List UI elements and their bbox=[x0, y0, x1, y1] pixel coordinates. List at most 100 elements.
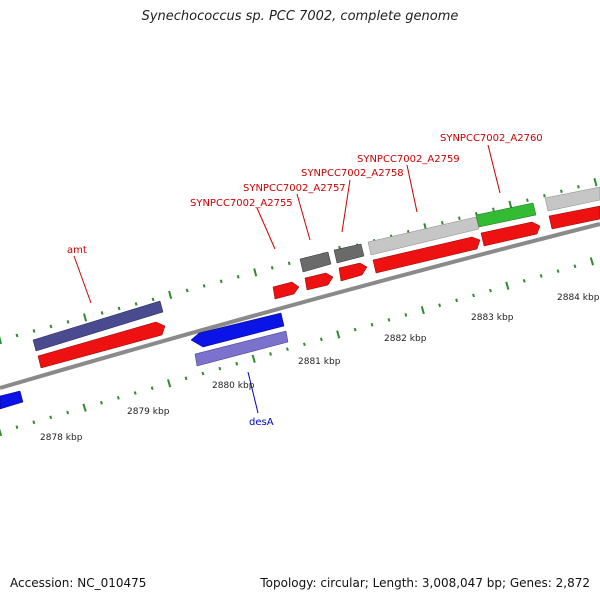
tick-inner-15 bbox=[251, 354, 256, 363]
tick-inner-20 bbox=[336, 330, 341, 339]
tick-outer-30 bbox=[508, 200, 513, 209]
gene-label-A2755[interactable]: SYNPCC7002_A2755 bbox=[190, 198, 293, 209]
tick-outer-34 bbox=[577, 184, 580, 189]
tick-inner-26 bbox=[438, 303, 442, 308]
tick-inner-25 bbox=[420, 306, 425, 315]
tick-inner-13 bbox=[218, 366, 222, 371]
tick-inner-14 bbox=[235, 361, 239, 366]
gene-SYNPCC7002_A2758[interactable] bbox=[333, 243, 365, 264]
gene-SYNPCC7002_A2755-cds[interactable] bbox=[272, 281, 300, 300]
tick-inner-21 bbox=[353, 327, 357, 332]
tick-outer-12 bbox=[202, 284, 206, 288]
tick-inner-18 bbox=[303, 342, 306, 347]
tick-inner-35 bbox=[589, 257, 594, 266]
scale-label-2879: 2879 kbp bbox=[127, 407, 170, 417]
tick-outer-10 bbox=[168, 290, 173, 300]
tick-outer-35 bbox=[593, 178, 598, 187]
tick-inner-34 bbox=[573, 264, 577, 269]
tick-inner-28 bbox=[472, 293, 475, 298]
tick-inner-22 bbox=[370, 322, 374, 327]
tick-inner-23 bbox=[387, 318, 391, 322]
tick-outer-6 bbox=[100, 311, 104, 315]
tick-inner-19 bbox=[319, 337, 323, 342]
tick-outer-3 bbox=[49, 324, 53, 329]
scale-label-2878: 2878 kbp bbox=[40, 433, 83, 443]
gene-label-A2757[interactable]: SYNPCC7002_A2757 bbox=[243, 183, 346, 194]
tick-inner-10 bbox=[167, 379, 172, 388]
tick-inner-30 bbox=[505, 281, 510, 290]
tick-inner-32 bbox=[539, 274, 543, 278]
gene-SYNPCC7002_A2760[interactable] bbox=[475, 202, 537, 228]
gene-label-amt[interactable]: amt bbox=[67, 245, 87, 256]
tick-row-inner bbox=[0, 257, 594, 437]
gene-SYNPCC7002_A2759[interactable] bbox=[367, 216, 480, 256]
gene-SYNPCC7002_A2757-cds[interactable] bbox=[304, 272, 334, 291]
scale-label-2883: 2883 kbp bbox=[471, 313, 514, 323]
tick-inner-16 bbox=[269, 352, 272, 356]
tick-inner-24 bbox=[404, 313, 408, 317]
tick-outer-27 bbox=[457, 216, 461, 221]
gene-right-edge-cds[interactable] bbox=[548, 205, 600, 230]
gene-SYNPCC7002_A2757[interactable] bbox=[299, 251, 332, 273]
gene-desA[interactable] bbox=[190, 312, 285, 348]
tick-inner-4 bbox=[66, 410, 70, 415]
accession-text: Accession: NC_010475 bbox=[10, 576, 147, 590]
tick-inner-1 bbox=[15, 425, 19, 429]
tick-inner-0 bbox=[0, 428, 3, 437]
tick-inner-3 bbox=[49, 415, 53, 420]
gene-labels: amt desA SYNPCC7002_A2755 SYNPCC7002_A27… bbox=[67, 133, 543, 428]
tick-inner-5 bbox=[82, 403, 87, 412]
genome-backbone bbox=[0, 222, 600, 390]
tick-inner-12 bbox=[201, 371, 205, 376]
scale-label-2882: 2882 kbp bbox=[384, 334, 427, 344]
tick-outer-7 bbox=[117, 306, 121, 311]
tick-outer-15 bbox=[253, 268, 258, 277]
tick-inner-29 bbox=[489, 288, 492, 293]
map-title: Synechococcus sp. PCC 7002, complete gen… bbox=[141, 9, 459, 24]
tick-outer-4 bbox=[66, 320, 70, 324]
scale-label-2884: 2884 kbp bbox=[557, 293, 600, 303]
gene-SYNPCC7002_A2758-cds[interactable] bbox=[338, 262, 368, 282]
tick-outer-2 bbox=[32, 329, 36, 333]
tick-inner-9 bbox=[150, 386, 154, 390]
tick-outer-31 bbox=[526, 198, 529, 203]
tick-outer-17 bbox=[287, 261, 291, 266]
tick-outer-11 bbox=[185, 288, 189, 293]
gene-label-desA[interactable]: desA bbox=[249, 417, 274, 428]
tick-inner-11 bbox=[184, 376, 188, 381]
gene-label-A2759[interactable]: SYNPCC7002_A2759 bbox=[357, 154, 460, 165]
gene-blue-left-edge[interactable] bbox=[0, 390, 24, 410]
tick-inner-6 bbox=[100, 400, 103, 405]
tick-inner-8 bbox=[133, 391, 137, 395]
gene-SYNPCC7002_A2759-cds[interactable] bbox=[372, 236, 481, 274]
gene-desA-cds[interactable] bbox=[194, 330, 289, 367]
tick-outer-1 bbox=[15, 333, 19, 338]
gene-SYNPCC7002_A2760-cds[interactable] bbox=[480, 221, 541, 247]
tick-outer-5 bbox=[83, 313, 88, 322]
gene-amt[interactable] bbox=[32, 300, 164, 352]
tick-inner-31 bbox=[522, 279, 526, 283]
gene-right-edge-gray[interactable] bbox=[544, 186, 600, 212]
gene-label-A2760[interactable]: SYNPCC7002_A2760 bbox=[440, 133, 543, 144]
tick-outer-26 bbox=[440, 220, 444, 225]
tick-outer-14 bbox=[236, 275, 240, 279]
gene-label-A2758[interactable]: SYNPCC7002_A2758 bbox=[301, 168, 404, 179]
topology-text: Topology: circular; Length: 3,008,047 bp… bbox=[260, 576, 590, 590]
tick-inner-7 bbox=[116, 396, 120, 400]
tick-outer-32 bbox=[543, 193, 546, 198]
tick-outer-9 bbox=[151, 297, 155, 302]
tick-outer-29 bbox=[492, 207, 495, 212]
tick-inner-17 bbox=[286, 347, 289, 351]
label-leader-lines bbox=[73, 144, 501, 414]
tick-outer-8 bbox=[134, 302, 138, 306]
tick-inner-33 bbox=[556, 269, 560, 273]
tick-inner-2 bbox=[32, 420, 36, 425]
tick-outer-0 bbox=[0, 335, 2, 345]
scale-label-2880: 2880 kbp bbox=[212, 381, 255, 391]
tick-outer-16 bbox=[270, 266, 274, 270]
tick-outer-13 bbox=[219, 279, 223, 284]
scale-label-2881: 2881 kbp bbox=[298, 357, 341, 367]
tick-outer-33 bbox=[560, 189, 563, 194]
tick-inner-27 bbox=[455, 298, 458, 303]
gene-amt-cds[interactable] bbox=[37, 321, 166, 369]
